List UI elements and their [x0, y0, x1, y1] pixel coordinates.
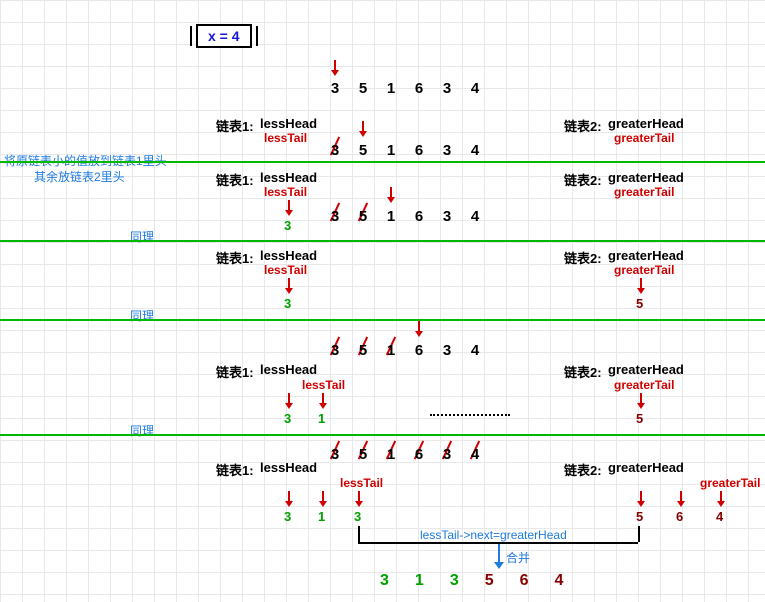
greater-value: 5 — [636, 296, 643, 311]
list-row-0: 351634 — [330, 80, 480, 97]
less-tail-label: lessTail — [340, 476, 383, 490]
greater-value: 5 — [636, 509, 643, 524]
greater-head-label: greaterHead — [608, 362, 684, 377]
less-tail-label: lessTail — [302, 378, 345, 392]
list-row-1: 351634 — [330, 142, 480, 159]
greater-head-label: greaterHead — [608, 248, 684, 263]
description-line2: 其余放链表2里头 — [34, 168, 125, 185]
greater-head-label: greaterHead — [608, 170, 684, 185]
pointer-arrow — [390, 187, 392, 199]
separator-line — [0, 161, 765, 163]
merge-arrow-head — [494, 562, 504, 569]
list1-label: 链表1: — [216, 362, 254, 381]
greater-head-label: greaterHead — [608, 116, 684, 131]
list2-label: 链表2: — [564, 460, 602, 479]
pointer-arrow — [418, 321, 420, 333]
pointer-arrow — [322, 491, 324, 503]
pointer-arrow — [334, 60, 336, 72]
pointer-arrow — [288, 278, 290, 290]
pointer-arrow — [362, 121, 364, 133]
greater-value: 4 — [716, 509, 723, 524]
tongli-label: 同理 — [130, 307, 154, 324]
pointer-arrow — [640, 491, 642, 503]
tongli-label: 同理 — [130, 422, 154, 439]
tongli-label: 同理 — [130, 228, 154, 245]
separator-line — [0, 319, 765, 321]
pointer-arrow — [358, 491, 360, 503]
less-value: 1 — [318, 411, 325, 426]
merge-arrow — [498, 544, 500, 564]
greater-tail-label: greaterTail — [614, 378, 674, 392]
less-value: 3 — [284, 296, 291, 311]
greater-tail-label: greaterTail — [614, 131, 674, 145]
pointer-arrow — [640, 278, 642, 290]
less-head-label: lessHead — [260, 460, 317, 475]
pointer-arrow — [680, 491, 682, 503]
less-value: 3 — [284, 509, 291, 524]
list1-label: 链表1: — [216, 460, 254, 479]
separator-line — [0, 434, 765, 436]
list2-label: 链表2: — [564, 170, 602, 189]
list2-label: 链表2: — [564, 116, 602, 135]
less-value: 3 — [284, 218, 291, 233]
greater-tail-label: greaterTail — [614, 263, 674, 277]
list-row-4: 351634 — [330, 342, 480, 359]
list-row-5: 351634 — [330, 446, 480, 463]
greater-tail-label: greaterTail — [700, 476, 760, 490]
less-value: 3 — [284, 411, 291, 426]
less-tail-label: lessTail — [264, 185, 307, 199]
greater-value: 5 — [636, 411, 643, 426]
greater-head-label: greaterHead — [608, 460, 684, 475]
less-head-label: lessHead — [260, 248, 317, 263]
greater-tail-label: greaterTail — [614, 185, 674, 199]
pointer-arrow — [640, 393, 642, 405]
pointer-arrow — [720, 491, 722, 503]
list1-label: 链表1: — [216, 248, 254, 267]
less-head-label: lessHead — [260, 116, 317, 131]
greater-value: 6 — [676, 509, 683, 524]
list1-label: 链表1: — [216, 116, 254, 135]
less-tail-label: lessTail — [264, 131, 307, 145]
list2-label: 链表2: — [564, 362, 602, 381]
pointer-arrow — [288, 491, 290, 503]
merge-label: 合并 — [506, 549, 530, 566]
bracket — [358, 526, 360, 542]
bracket — [638, 526, 640, 542]
final-row: 3 1 3 5 6 4 — [380, 572, 563, 590]
list1-label: 链表1: — [216, 170, 254, 189]
less-head-label: lessHead — [260, 170, 317, 185]
less-value: 3 — [354, 509, 361, 524]
list-row-2: 351634 — [330, 208, 480, 225]
lesstail-next-label: lessTail->next=greaterHead — [420, 528, 567, 542]
pointer-arrow — [288, 393, 290, 405]
less-value: 1 — [318, 509, 325, 524]
dotted-line — [430, 414, 510, 416]
pointer-arrow — [322, 393, 324, 405]
list2-label: 链表2: — [564, 248, 602, 267]
x-value-box: x = 4 — [196, 24, 252, 48]
pointer-arrow — [288, 200, 290, 212]
separator-line — [0, 240, 765, 242]
less-head-label: lessHead — [260, 362, 317, 377]
less-tail-label: lessTail — [264, 263, 307, 277]
